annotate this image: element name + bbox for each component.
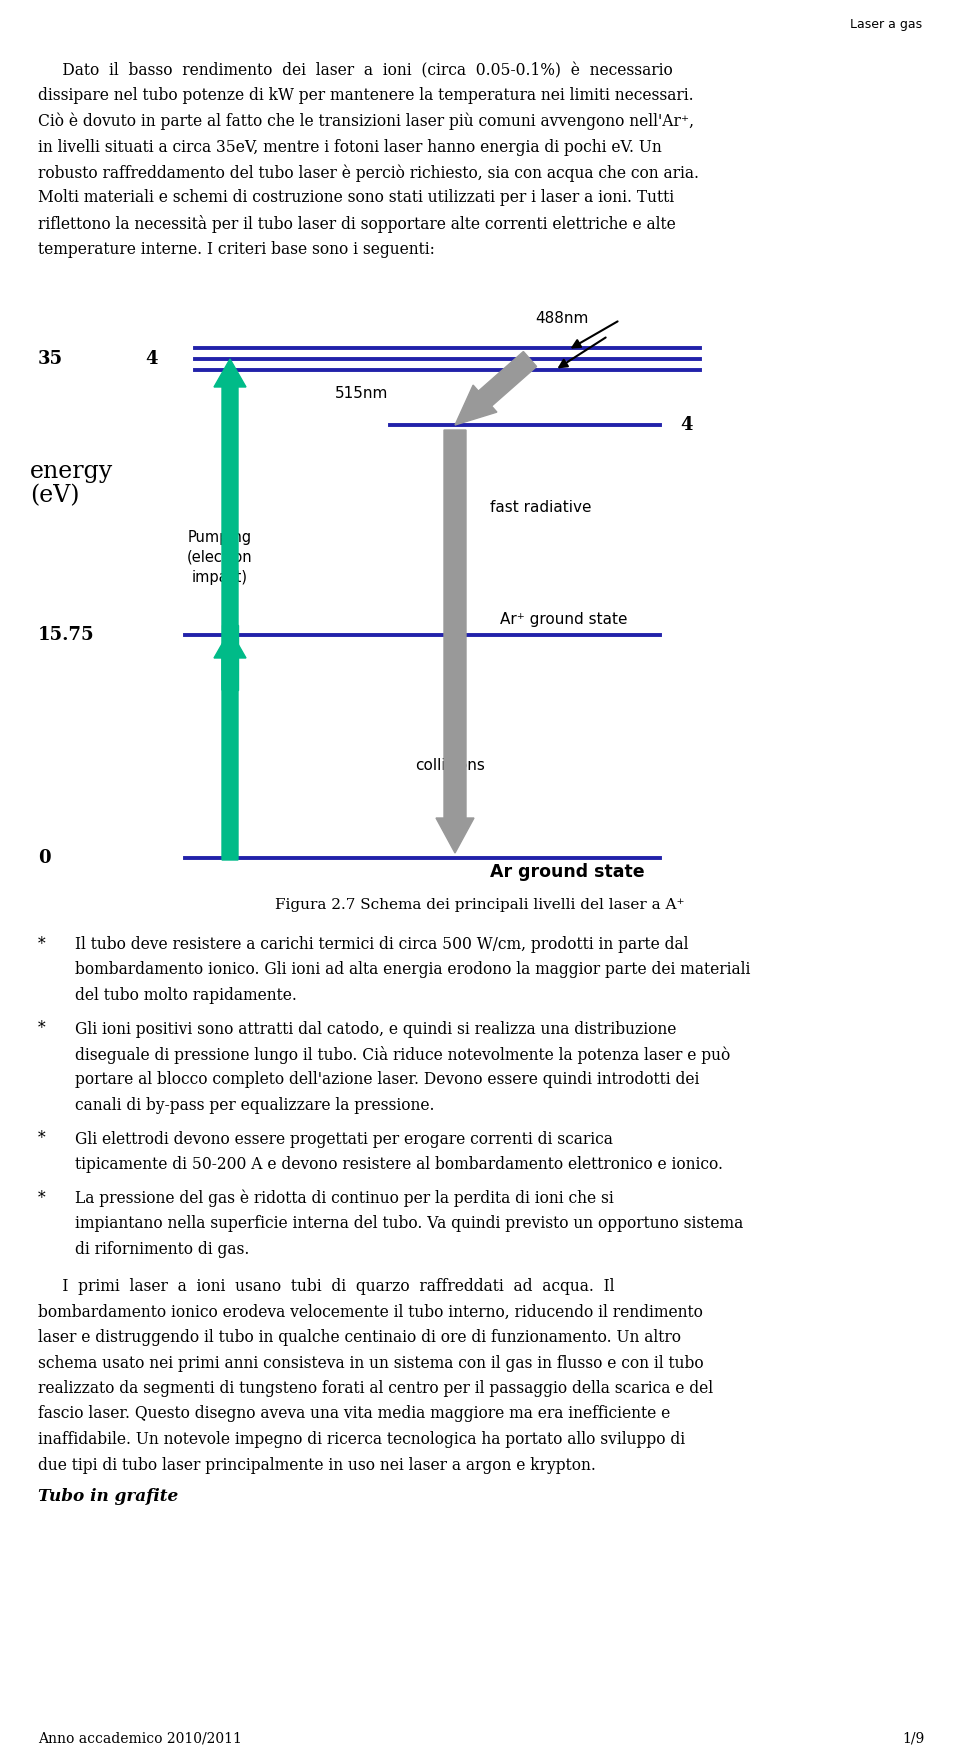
- FancyArrow shape: [436, 430, 474, 852]
- Text: Pumping
(electron
impact): Pumping (electron impact): [187, 530, 252, 585]
- Text: 0: 0: [38, 849, 51, 866]
- Text: Figura 2.7 Schema dei principali livelli del laser a A⁺: Figura 2.7 Schema dei principali livelli…: [276, 898, 684, 912]
- Text: Dato  il  basso  rendimento  dei  laser  a  ioni  (circa  0.05-0.1%)  è  necessa: Dato il basso rendimento dei laser a ion…: [38, 62, 673, 79]
- Text: I  primi  laser  a  ioni  usano  tubi  di  quarzo  raffreddati  ad  acqua.  Il: I primi laser a ioni usano tubi di quarz…: [38, 1278, 614, 1294]
- Text: diseguale di pressione lungo il tubo. Cià riduce notevolmente la potenza laser e: diseguale di pressione lungo il tubo. Ci…: [75, 1046, 731, 1064]
- Text: fascio laser. Questo disegno aveva una vita media maggiore ma era inefficiente e: fascio laser. Questo disegno aveva una v…: [38, 1405, 670, 1423]
- Text: bombardamento ionico erodeva velocemente il tubo interno, riducendo il rendiment: bombardamento ionico erodeva velocemente…: [38, 1303, 703, 1321]
- Text: inaffidabile. Un notevole impegno di ricerca tecnologica ha portato allo svilupp: inaffidabile. Un notevole impegno di ric…: [38, 1432, 685, 1448]
- Text: 15.75: 15.75: [38, 625, 95, 645]
- Text: Ciò è dovuto in parte al fatto che le transizioni laser più comuni avvengono nel: Ciò è dovuto in parte al fatto che le tr…: [38, 113, 694, 130]
- Text: Ar⁺ ground state: Ar⁺ ground state: [500, 613, 628, 627]
- Text: dissipare nel tubo potenze di kW per mantenere la temperatura nei limiti necessa: dissipare nel tubo potenze di kW per man…: [38, 88, 694, 104]
- Text: *: *: [38, 937, 46, 953]
- Text: Anno accademico 2010/2011: Anno accademico 2010/2011: [38, 1731, 242, 1745]
- Text: in livelli situati a circa 35eV, mentre i fotoni laser hanno energia di pochi eV: in livelli situati a circa 35eV, mentre …: [38, 139, 661, 155]
- Text: Ar ground state: Ar ground state: [490, 863, 644, 880]
- Text: 515nm: 515nm: [335, 386, 388, 402]
- Text: 4: 4: [680, 416, 692, 433]
- Text: 4: 4: [145, 350, 157, 368]
- Text: due tipi di tubo laser principalmente in uso nei laser a argon e krypton.: due tipi di tubo laser principalmente in…: [38, 1456, 596, 1474]
- Text: (eV): (eV): [30, 484, 80, 507]
- Text: impiantano nella superficie interna del tubo. Va quindi previsto un opportuno si: impiantano nella superficie interna del …: [75, 1215, 743, 1233]
- FancyArrow shape: [214, 359, 246, 859]
- Text: *: *: [38, 1131, 46, 1148]
- Polygon shape: [455, 352, 537, 424]
- Text: canali di by-pass per equalizzare la pressione.: canali di by-pass per equalizzare la pre…: [75, 1097, 435, 1115]
- Text: riflettono la necessità per il tubo laser di sopportare alte correnti elettriche: riflettono la necessità per il tubo lase…: [38, 215, 676, 232]
- Text: laser e distruggendo il tubo in qualche centinaio di ore di funzionamento. Un al: laser e distruggendo il tubo in qualche …: [38, 1330, 681, 1345]
- FancyArrow shape: [214, 630, 246, 690]
- Text: robusto raffreddamento del tubo laser è perciò richiesto, sia con acqua che con : robusto raffreddamento del tubo laser è …: [38, 164, 699, 181]
- Text: 488nm: 488nm: [535, 312, 588, 326]
- Text: *: *: [38, 1021, 46, 1037]
- Text: energy: energy: [30, 460, 113, 483]
- Text: portare al blocco completo dell'azione laser. Devono essere quindi introdotti de: portare al blocco completo dell'azione l…: [75, 1071, 700, 1088]
- Text: *: *: [38, 1189, 46, 1206]
- Text: schema usato nei primi anni consisteva in un sistema con il gas in flusso e con : schema usato nei primi anni consisteva i…: [38, 1354, 704, 1372]
- Text: La pressione del gas è ridotta di continuo per la perdita di ioni che si: La pressione del gas è ridotta di contin…: [75, 1189, 613, 1206]
- Text: 1/9: 1/9: [902, 1731, 925, 1745]
- Text: Tubo in grafite: Tubo in grafite: [38, 1488, 179, 1506]
- FancyArrow shape: [222, 625, 238, 690]
- Text: 35: 35: [38, 350, 63, 368]
- Text: del tubo molto rapidamente.: del tubo molto rapidamente.: [75, 986, 297, 1004]
- Text: fast radiative: fast radiative: [490, 500, 591, 514]
- Text: realizzato da segmenti di tungsteno forati al centro per il passaggio della scar: realizzato da segmenti di tungsteno fora…: [38, 1381, 713, 1396]
- Text: collisions: collisions: [415, 757, 485, 773]
- Text: Gli elettrodi devono essere progettati per erogare correnti di scarica: Gli elettrodi devono essere progettati p…: [75, 1131, 612, 1148]
- Text: di rifornimento di gas.: di rifornimento di gas.: [75, 1240, 250, 1257]
- Text: Laser a gas: Laser a gas: [850, 18, 922, 32]
- Text: bombardamento ionico. Gli ioni ad alta energia erodono la maggior parte dei mate: bombardamento ionico. Gli ioni ad alta e…: [75, 962, 751, 979]
- Text: tipicamente di 50-200 A e devono resistere al bombardamento elettronico e ionico: tipicamente di 50-200 A e devono resiste…: [75, 1155, 723, 1173]
- Text: Gli ioni positivi sono attratti dal catodo, e quindi si realizza una distribuzio: Gli ioni positivi sono attratti dal cato…: [75, 1021, 677, 1037]
- Text: temperature interne. I criteri base sono i seguenti:: temperature interne. I criteri base sono…: [38, 241, 435, 257]
- Text: Il tubo deve resistere a carichi termici di circa 500 W/cm, prodotti in parte da: Il tubo deve resistere a carichi termici…: [75, 937, 688, 953]
- Text: Molti materiali e schemi di costruzione sono stati utilizzati per i laser a ioni: Molti materiali e schemi di costruzione …: [38, 190, 674, 206]
